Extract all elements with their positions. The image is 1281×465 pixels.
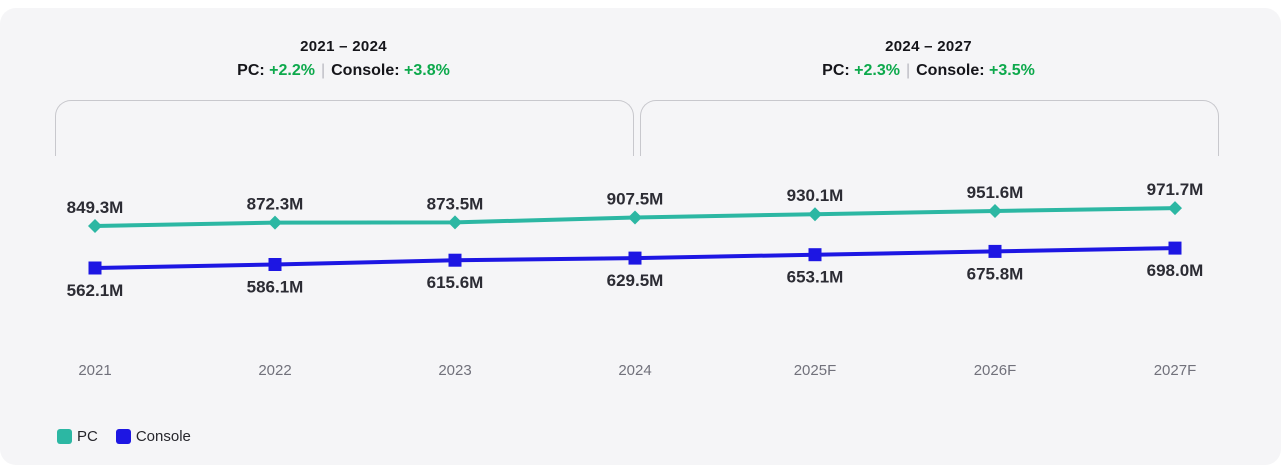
pc-growth-label: PC: xyxy=(822,62,850,79)
pc-marker-4 xyxy=(808,207,822,222)
console-legend-swatch-icon xyxy=(115,429,131,444)
console-marker-6 xyxy=(1168,241,1182,255)
separator: | xyxy=(905,62,911,79)
pc-marker-3 xyxy=(628,210,642,225)
pc-marker-2 xyxy=(448,215,462,230)
legend-item-console[interactable]: Console xyxy=(115,428,191,445)
x-axis-label-2027F: 2027F xyxy=(1154,362,1197,379)
console-value-label-1: 586.1M xyxy=(247,278,304,297)
pc-legend-swatch-icon xyxy=(57,429,72,444)
pc-marker-1 xyxy=(268,215,282,230)
pc-growth-value: +2.2% xyxy=(269,62,315,79)
pc-marker-0 xyxy=(88,219,102,233)
pc-value-label-0: 849.3M xyxy=(67,198,124,217)
x-axis-label-2021: 2021 xyxy=(78,362,111,379)
pc-value-label-5: 951.6M xyxy=(967,183,1024,202)
console-growth-value: +3.5% xyxy=(989,62,1035,79)
console-growth-label: Console: xyxy=(331,62,400,79)
console-growth-value: +3.8% xyxy=(404,62,450,79)
console-value-label-6: 698.0M xyxy=(1147,261,1204,280)
x-axis-label-2023: 2023 xyxy=(438,362,471,379)
period-annotation-2021-2024: 2021 – 2024 PC: +2.2% | Console: +3.8% xyxy=(55,38,632,80)
console-marker-0 xyxy=(88,261,102,275)
period-annotation-2024-2027: 2024 – 2027 PC: +2.3% | Console: +3.5% xyxy=(640,38,1217,80)
pc-marker-6 xyxy=(1168,201,1182,216)
chart-card xyxy=(0,8,1281,465)
growth-summary: PC: +2.2% | Console: +3.8% xyxy=(55,62,632,80)
pc-growth-value: +2.3% xyxy=(854,62,900,79)
console-marker-3 xyxy=(628,251,642,265)
pc-value-label-6: 971.7M xyxy=(1147,180,1204,199)
pc-marker-5 xyxy=(988,204,1002,218)
console-marker-5 xyxy=(988,244,1002,258)
growth-summary: PC: +2.3% | Console: +3.5% xyxy=(640,62,1217,80)
console-marker-2 xyxy=(448,253,462,267)
pc-growth-label: PC: xyxy=(237,62,265,79)
period-range-label: 2024 – 2027 xyxy=(885,38,972,55)
x-axis-label-2022: 2022 xyxy=(258,362,291,379)
pc-value-label-2: 873.5M xyxy=(427,194,484,213)
x-axis-label-2024: 2024 xyxy=(618,362,651,379)
legend: PC Console xyxy=(57,428,191,445)
separator: | xyxy=(320,62,326,79)
console-marker-4 xyxy=(808,248,822,262)
pc-value-label-3: 907.5M xyxy=(607,190,664,209)
pc-value-label-4: 930.1M xyxy=(787,186,844,205)
x-axis-label-2025F: 2025F xyxy=(794,362,837,379)
console-value-label-5: 675.8M xyxy=(967,264,1024,283)
bracket-2024-2027 xyxy=(640,100,1219,156)
pc-value-label-1: 872.3M xyxy=(247,195,304,214)
console-value-label-2: 615.6M xyxy=(427,273,484,292)
console-legend-label: Console xyxy=(135,428,191,445)
console-value-label-4: 653.1M xyxy=(787,268,844,287)
x-axis-label-2026F: 2026F xyxy=(974,362,1017,379)
period-range-label: 2021 – 2024 xyxy=(300,38,387,55)
console-value-label-0: 562.1M xyxy=(67,281,124,300)
bracket-2021-2024 xyxy=(55,100,634,156)
console-growth-label: Console: xyxy=(916,62,985,79)
pc-legend-label: PC xyxy=(77,428,98,445)
console-marker-1 xyxy=(268,258,282,271)
console-value-label-3: 629.5M xyxy=(607,271,664,290)
legend-item-pc[interactable]: PC xyxy=(57,428,98,445)
